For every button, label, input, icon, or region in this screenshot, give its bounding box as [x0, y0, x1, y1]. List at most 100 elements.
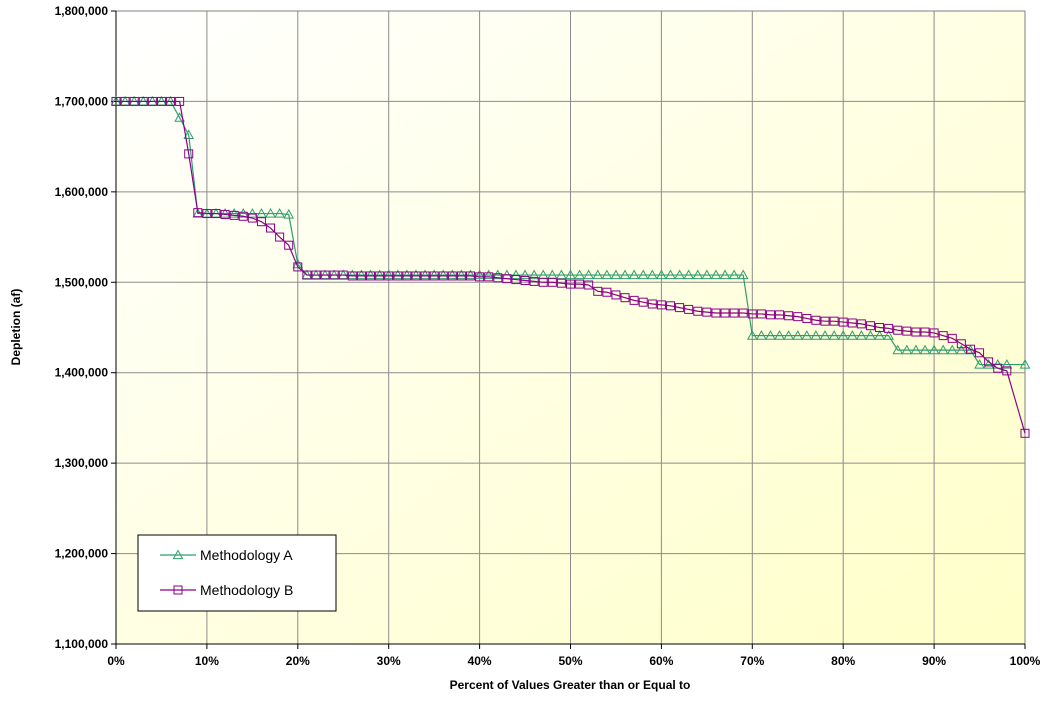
x-axis-title: Percent of Values Greater than or Equal …	[450, 678, 691, 692]
data-point	[838, 317, 848, 327]
series-layer	[110, 95, 1031, 438]
data-point	[466, 271, 476, 281]
data-point	[420, 271, 430, 281]
data-point	[792, 330, 804, 340]
data-point	[693, 306, 703, 316]
data-point	[974, 359, 985, 369]
data-point	[519, 269, 531, 280]
data-point	[802, 313, 812, 323]
data-point	[193, 208, 203, 218]
data-point	[283, 208, 295, 219]
series-methodology-b	[111, 96, 1030, 438]
x-tick-label: 50%	[558, 654, 582, 668]
data-point	[929, 328, 939, 338]
data-point	[1020, 428, 1030, 438]
data-point	[401, 269, 413, 280]
data-point	[556, 269, 567, 280]
data-point	[856, 319, 866, 329]
data-point	[556, 278, 566, 288]
data-point	[410, 269, 422, 280]
data-point	[593, 286, 603, 296]
data-point	[446, 269, 458, 280]
data-point	[129, 96, 139, 106]
data-point	[738, 308, 748, 318]
data-point	[502, 274, 512, 284]
data-point	[856, 330, 867, 340]
data-point	[428, 269, 440, 280]
x-tick-label: 10%	[195, 654, 219, 668]
data-point	[647, 299, 657, 309]
data-point	[211, 209, 221, 219]
data-point	[175, 96, 185, 106]
series-line	[116, 100, 1025, 366]
data-point	[320, 270, 330, 280]
x-tick-label: 90%	[922, 654, 946, 668]
data-point	[592, 269, 604, 280]
data-point	[828, 330, 840, 340]
data-point	[383, 269, 395, 280]
data-point	[1001, 359, 1013, 369]
data-point	[529, 276, 539, 286]
data-point	[456, 271, 466, 281]
data-point	[937, 344, 949, 355]
data-point	[737, 269, 749, 280]
data-point	[620, 293, 630, 303]
data-point	[965, 344, 975, 354]
x-axis-ticks: 0% 10% 20% 30% 40% 50% 60% 70% 80% 90% 100%	[107, 643, 1041, 668]
data-point	[765, 330, 776, 340]
data-point	[819, 330, 831, 340]
x-tick-label: 0%	[107, 654, 125, 668]
data-point	[638, 297, 648, 307]
data-point	[347, 271, 357, 281]
data-point	[156, 96, 166, 106]
x-tick-label: 20%	[286, 654, 310, 668]
data-point	[293, 262, 303, 272]
data-point	[692, 269, 704, 280]
data-point	[584, 280, 594, 290]
data-point	[747, 309, 757, 319]
data-point	[492, 269, 504, 280]
data-point	[956, 339, 966, 349]
x-tick-label: 40%	[468, 654, 492, 668]
data-point	[284, 240, 294, 250]
y-tick-label: 1,500,000	[55, 275, 109, 289]
y-axis-ticks: 1,100,000 1,200,000 1,300,000 1,400,000 1,50…	[55, 4, 117, 651]
data-point	[901, 344, 913, 355]
data-point	[865, 321, 875, 331]
data-point	[875, 323, 885, 332]
data-point	[265, 208, 276, 218]
data-point	[292, 258, 304, 269]
data-point	[566, 279, 575, 289]
data-point	[237, 208, 249, 218]
data-point	[637, 269, 649, 280]
data-point	[311, 270, 321, 280]
data-point	[275, 232, 285, 242]
data-point	[447, 271, 457, 281]
data-point	[975, 348, 985, 358]
data-point	[229, 210, 239, 220]
data-point	[984, 357, 994, 367]
data-point	[329, 270, 339, 280]
data-point	[892, 344, 904, 355]
data-point	[829, 316, 839, 326]
data-point	[947, 333, 957, 343]
data-point	[911, 327, 921, 337]
data-point	[775, 310, 785, 320]
y-tick-label: 1,600,000	[55, 185, 109, 199]
data-point	[374, 269, 385, 280]
y-tick-label: 1,800,000	[55, 4, 109, 18]
data-point	[575, 279, 585, 289]
y-tick-label: 1,700,000	[55, 94, 109, 108]
data-point	[365, 269, 376, 280]
data-point	[474, 269, 485, 280]
data-point	[720, 308, 730, 318]
data-point	[429, 271, 439, 281]
data-point	[456, 269, 467, 280]
data-point	[847, 318, 857, 328]
data-point	[528, 269, 540, 280]
data-point	[247, 208, 258, 218]
data-point	[166, 96, 176, 106]
data-point	[228, 208, 240, 218]
data-point	[120, 96, 130, 106]
data-point	[837, 330, 849, 340]
